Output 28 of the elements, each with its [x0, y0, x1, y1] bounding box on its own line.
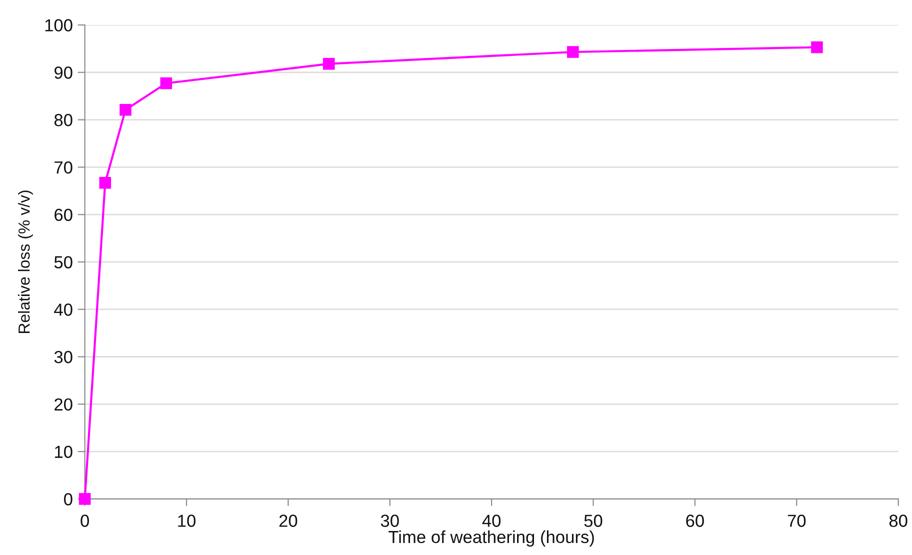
x-tick-label: 40	[482, 514, 501, 527]
y-tick-label: 100	[45, 19, 72, 32]
y-tick-label: 30	[54, 350, 72, 364]
point	[99, 176, 112, 189]
x-tick-label: 30	[380, 514, 399, 527]
point	[567, 46, 579, 58]
x-axis-title: Time of weathering (hours)	[388, 530, 594, 547]
y-tick-label: 0	[64, 493, 72, 506]
x-tick-label: 50	[584, 514, 602, 527]
point	[322, 58, 335, 70]
y-tick-label: 20	[54, 398, 72, 411]
x-tick-label: 80	[889, 514, 908, 527]
x-tick-label: 70	[788, 514, 806, 527]
y-tick-label: 90	[54, 66, 72, 79]
x-tick-label: 10	[178, 514, 196, 527]
y-tick-label: 10	[55, 446, 72, 458]
point	[811, 41, 823, 54]
point	[160, 77, 172, 90]
y-axis-title: Relative loss (% v/v)	[18, 190, 33, 333]
x-tick-label: 20	[279, 514, 298, 527]
x-tick-label: 60	[686, 514, 704, 527]
y-tick-label: 80	[54, 114, 72, 126]
y-tick-label: 60	[54, 208, 72, 222]
y-tick-label: 50	[54, 256, 72, 268]
y-tick-label: 40	[54, 304, 72, 316]
point	[120, 104, 132, 116]
y-tick-label: 70	[54, 161, 72, 174]
x-tick-label: 0	[80, 514, 89, 527]
